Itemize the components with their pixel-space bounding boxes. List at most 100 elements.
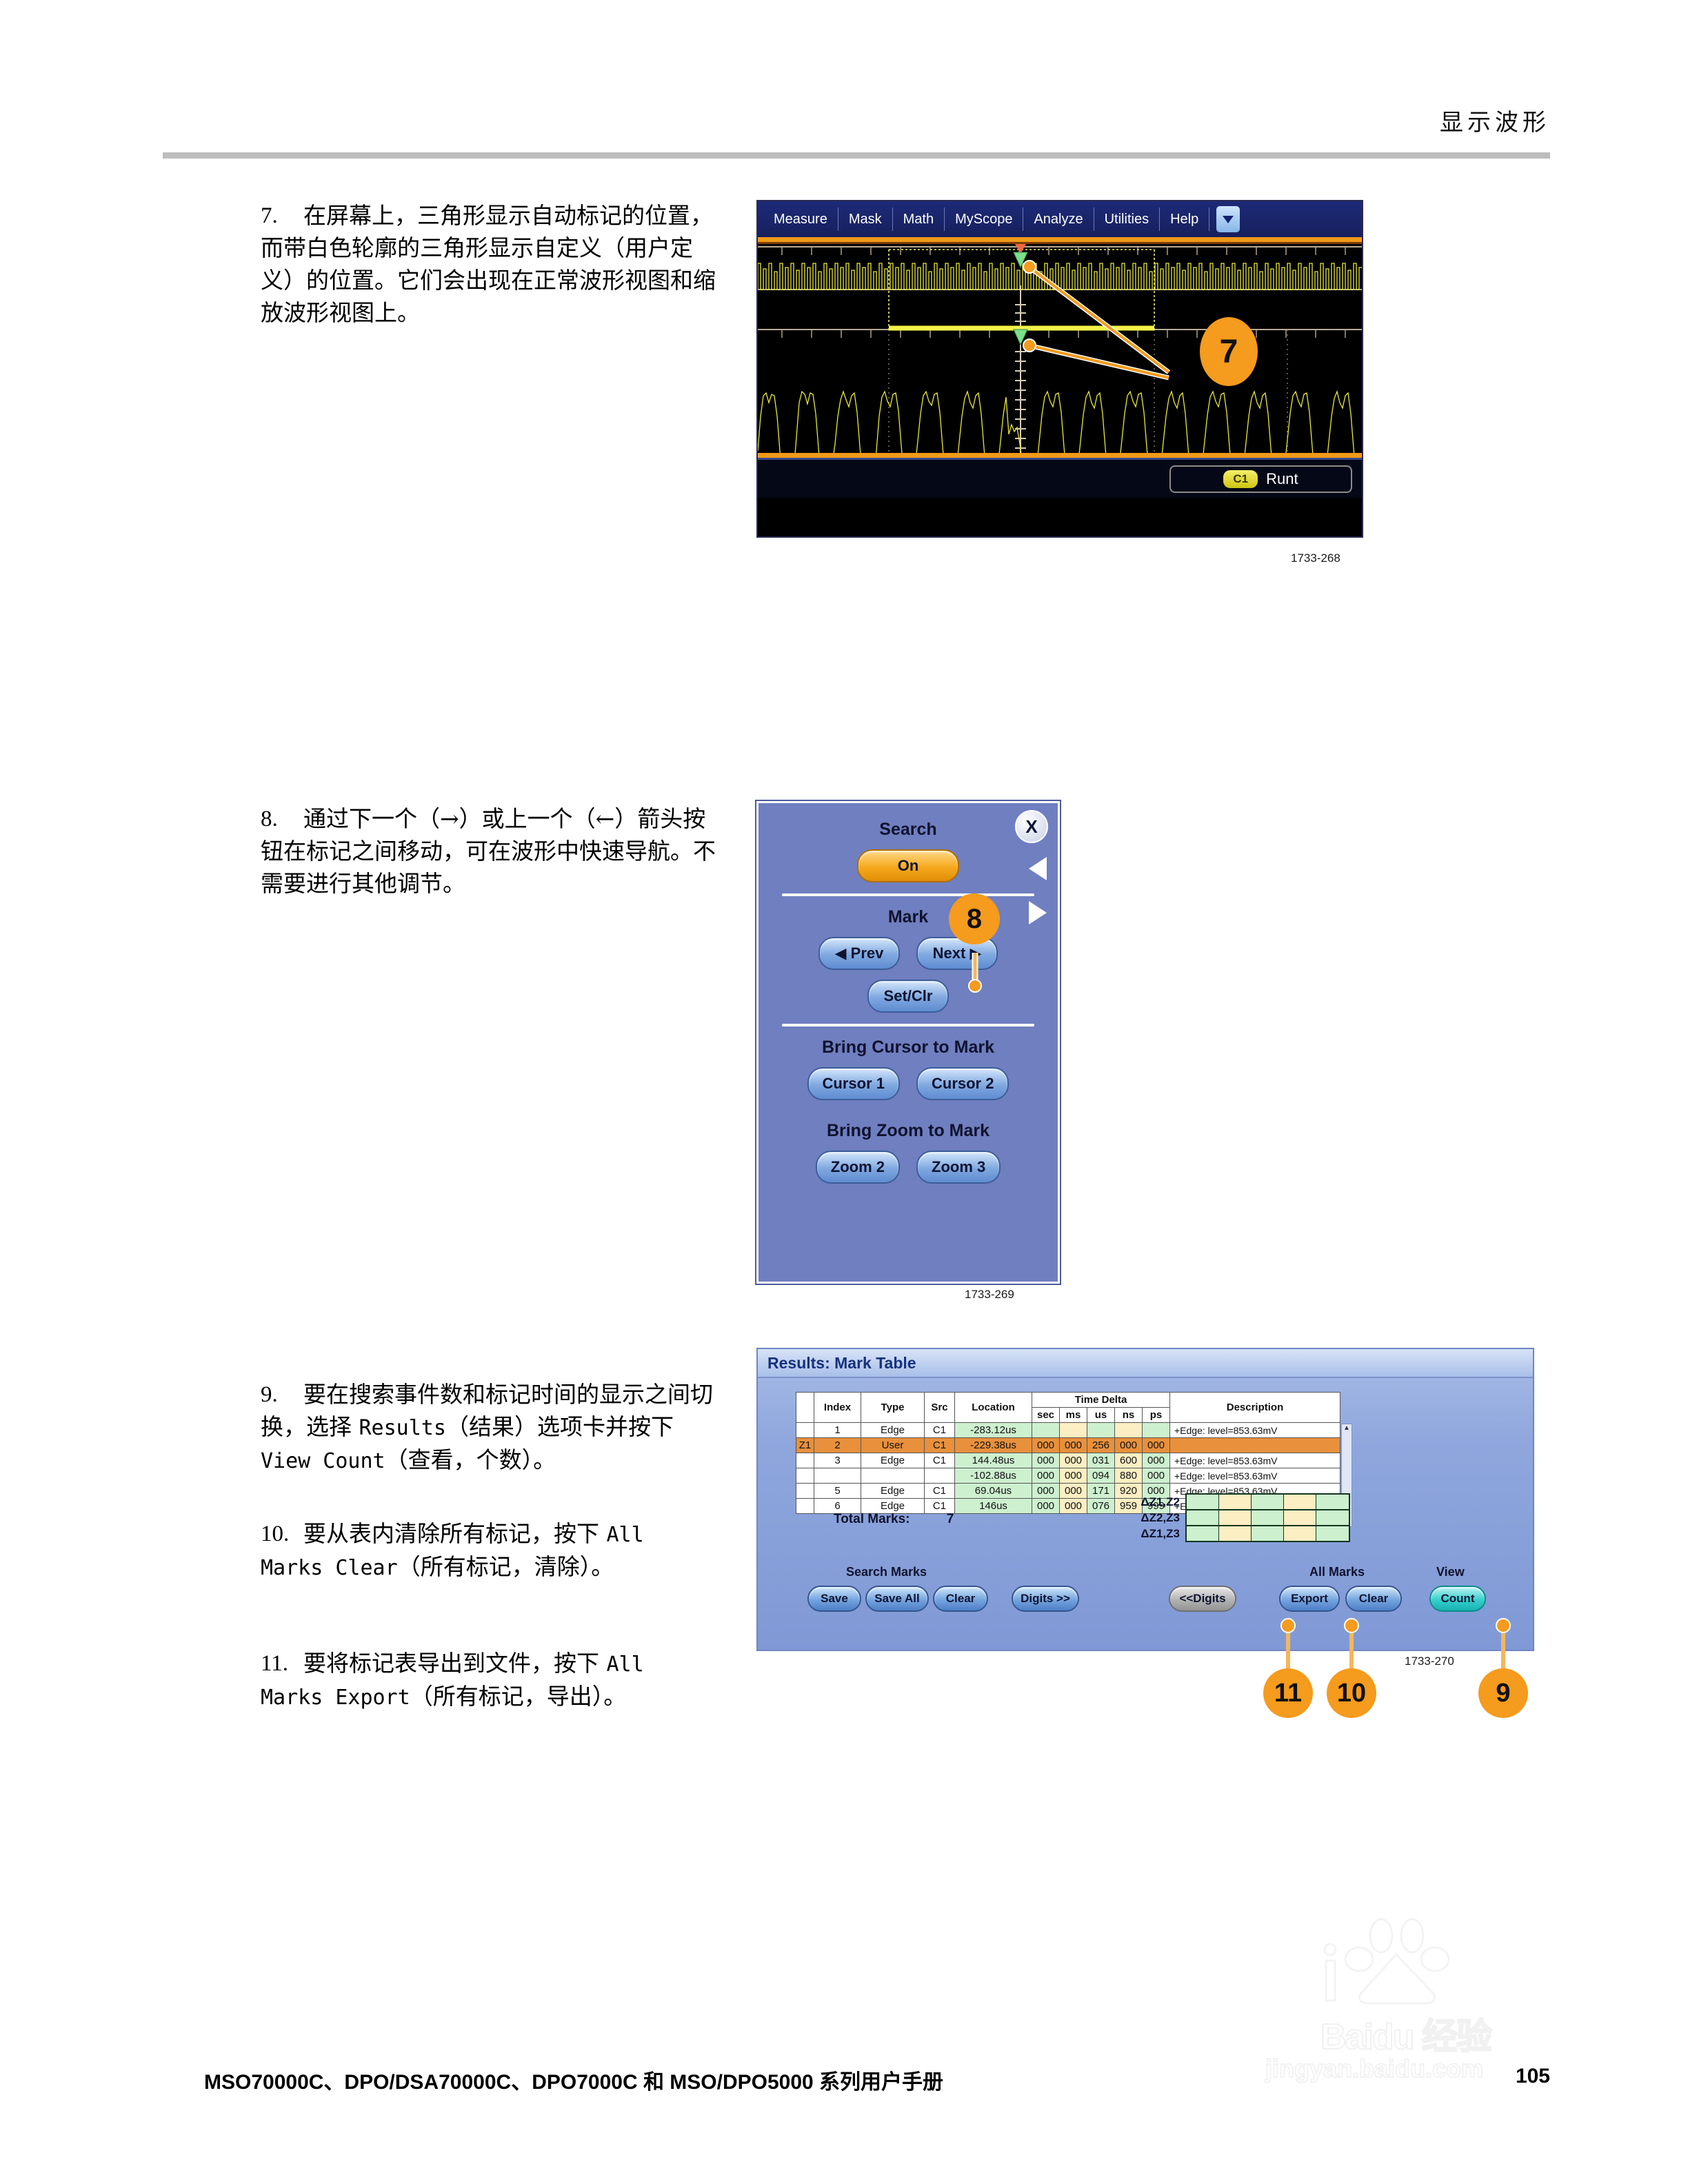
step-text-mid: （结果）选项卡并按下 (445, 1413, 674, 1440)
scroll-up-icon[interactable]: ▲ (1343, 1424, 1350, 1432)
page-footer: MSO70000C、DPO/DSA70000C、DPO7000C 和 MSO/D… (163, 2065, 1550, 2106)
search-group-label: Search (879, 820, 937, 839)
delta-cells (1185, 1525, 1350, 1542)
callout-number: 9 (1496, 1678, 1511, 1708)
cell-description: +Edge: level=853.63mV (1169, 1468, 1340, 1484)
cursor-2-button[interactable]: Cursor 2 (916, 1067, 1009, 1100)
menu-item-measure[interactable]: Measure (763, 208, 838, 231)
total-marks-value: 7 (946, 1512, 954, 1526)
table-row[interactable]: -102.88us 000 000 094 880 000 +Edge: level=853… (796, 1468, 1340, 1484)
baidu-paw-logo-icon (1323, 1918, 1450, 2005)
page-header: 显示波形 (163, 103, 1550, 159)
cell-delta-sec: 000 (1032, 1498, 1060, 1514)
menu-item-help[interactable]: Help (1160, 208, 1210, 231)
prev-mark-button[interactable]: ◀ Prev (818, 937, 900, 970)
cell-src: C1 (924, 1422, 955, 1438)
scope-status-bar: C1 Runt (758, 458, 1362, 498)
cell-delta-ps: 000 (1142, 1468, 1170, 1484)
clear-all-marks-button[interactable]: Clear (1345, 1586, 1402, 1612)
menu-item-math[interactable]: Math (893, 208, 945, 231)
table-row[interactable]: 3 Edge C1 144.48us 000 000 031 600 000 +Edge: lev… (796, 1453, 1340, 1468)
cell-description (1169, 1437, 1340, 1453)
cell-delta-ms: 000 (1059, 1483, 1087, 1499)
cell-delta-sec: 000 (1032, 1437, 1060, 1453)
cell-delta-ns: 880 (1114, 1468, 1143, 1484)
cell-delta-sec: 000 (1032, 1453, 1060, 1468)
cell-delta-ms: 000 (1059, 1453, 1087, 1468)
step-number: 7. (261, 203, 278, 228)
cell-delta-us: 076 (1087, 1498, 1115, 1514)
cell-delta-ns: 920 (1114, 1483, 1143, 1499)
cell-location: -229.38us (954, 1437, 1032, 1453)
set-clear-mark-button[interactable]: Set/Clr (867, 980, 949, 1013)
view-count-button[interactable]: Count (1429, 1586, 1486, 1612)
cell-src: C1 (924, 1498, 955, 1514)
table-subheader-row: sec ms us ns ps (796, 1407, 1340, 1423)
total-marks-label: Total Marks: (834, 1512, 910, 1526)
divider-2 (782, 1024, 1034, 1027)
step-item-10: 10. 要从表内清除所有标记，按下 All Marks Clear（所有标记，清… (261, 1518, 716, 1584)
scope-menu-bar: Measure Mask Math MyScope Analyze Utilit… (758, 201, 1362, 237)
digits-back-button[interactable]: <<Digits (1169, 1586, 1236, 1612)
page-number: 105 (1515, 2065, 1550, 2087)
status-badge[interactable]: C1 Runt (1169, 465, 1352, 493)
cell-delta-ps: 000 (1142, 1453, 1170, 1468)
step-number: 11. (261, 1651, 289, 1676)
step-text: 要从表内清除所有标记，按下 All Marks Clear（所有标记，清除）。 (261, 1520, 644, 1580)
table-row[interactable]: 1 Edge C1 -283.12us +Edge: level=853.63mV (796, 1422, 1340, 1438)
user-mark-triangle-icon (1013, 329, 1028, 346)
cell-src: C1 (924, 1483, 955, 1499)
cell-zone (796, 1498, 814, 1514)
save-all-button[interactable]: Save All (865, 1586, 929, 1612)
th-ns: ns (1114, 1407, 1143, 1423)
menu-item-analyze[interactable]: Analyze (1023, 208, 1094, 231)
th-ms: ms (1059, 1407, 1087, 1423)
bring-zoom-group-label: Bring Zoom to Mark (826, 1121, 990, 1140)
close-icon[interactable]: X (1015, 810, 1048, 843)
manual-title: MSO70000C、DPO/DSA70000C、DPO7000C 和 MSO/D… (204, 2071, 944, 2094)
cell-delta-ns: 600 (1114, 1453, 1143, 1468)
menu-item-myscope[interactable]: MyScope (945, 208, 1024, 231)
scope-bottom-accent-bar (758, 453, 1362, 458)
menu-item-utilities[interactable]: Utilities (1094, 208, 1160, 231)
cell-index: 3 (814, 1453, 861, 1468)
cell-delta-ns: 959 (1114, 1498, 1143, 1514)
scope-graticule-area[interactable]: C1 Runt (758, 244, 1362, 498)
cell-description: +Edge: level=853.63mV (1169, 1453, 1340, 1468)
search-on-toggle[interactable]: On (857, 849, 959, 882)
step-item-8: 8. 通过下一个（→）或上一个（←）箭头按钮在标记之间移动，可在波形中快速导航。… (261, 803, 716, 900)
th-src: Src (924, 1392, 955, 1423)
callout-8: 8 (949, 893, 1000, 944)
zoom-3-button[interactable]: Zoom 3 (916, 1151, 1001, 1184)
digits-forward-button[interactable]: Digits >> (1012, 1586, 1079, 1612)
cell-delta-ms: 000 (1059, 1498, 1087, 1514)
clear-search-marks-button[interactable]: Clear (933, 1586, 988, 1612)
table-row[interactable]: Z1 2 User C1 -229.38us 000 000 256 000 000 (796, 1437, 1340, 1453)
export-all-marks-button[interactable]: Export (1279, 1586, 1340, 1612)
prev-arrow-icon[interactable] (1029, 857, 1047, 880)
cell-delta-us (1087, 1422, 1115, 1438)
cursor-1-button[interactable]: Cursor 1 (807, 1067, 900, 1100)
baidu-watermark: Baidu 经验 jingyan.baidu.com (1265, 1917, 1582, 2089)
chevron-down-icon[interactable] (1216, 206, 1240, 232)
save-button[interactable]: Save (807, 1586, 861, 1612)
delta-row: ΔZ1,Z2 (1116, 1493, 1350, 1510)
figure-number-1733-268: 1733-268 (1291, 552, 1340, 565)
bring-cursor-group-label: Bring Cursor to Mark (821, 1038, 995, 1057)
cell-index: 5 (814, 1483, 861, 1499)
cell-index: 1 (814, 1422, 861, 1438)
cell-zone (796, 1453, 814, 1468)
channel-chip: C1 (1223, 470, 1258, 488)
cell-delta-ms: 000 (1059, 1468, 1087, 1484)
menu-item-mask[interactable]: Mask (838, 208, 893, 231)
trigger-marker-icon (1015, 244, 1026, 254)
cell-location: 144.48us (954, 1453, 1032, 1468)
next-arrow-icon[interactable] (1029, 901, 1047, 924)
callout-7: 7 (1200, 317, 1258, 386)
step-text-post: （所有标记，导出）。 (410, 1683, 627, 1710)
cell-description: +Edge: level=853.63mV (1169, 1422, 1340, 1438)
cell-location: 69.04us (954, 1483, 1032, 1499)
cell-delta-ps: 000 (1142, 1437, 1170, 1453)
oscilloscope-screenshot: Measure Mask Math MyScope Analyze Utilit… (756, 200, 1363, 538)
zoom-2-button[interactable]: Zoom 2 (815, 1151, 900, 1184)
